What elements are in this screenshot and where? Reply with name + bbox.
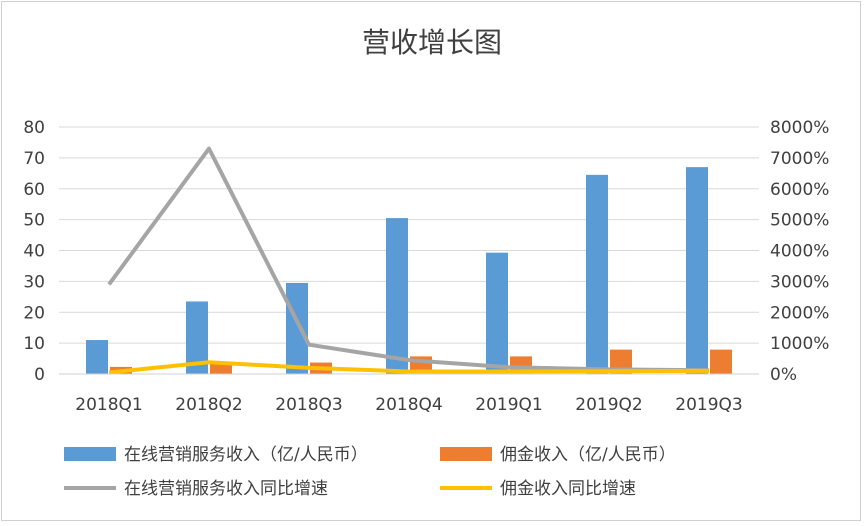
y-left-tick-label: 80	[23, 118, 45, 138]
line-series	[107, 146, 710, 375]
y-left-tick-label: 20	[23, 303, 45, 323]
bar	[210, 363, 232, 374]
legend-label: 佣金收入（亿/人民币）	[500, 445, 676, 465]
y-left-tick-label: 70	[23, 149, 45, 169]
y-right-tick-label: 0%	[770, 365, 797, 385]
legend-label: 佣金收入同比增速	[500, 479, 636, 499]
bar	[86, 340, 108, 374]
y-right-tick-label: 1000%	[770, 334, 829, 354]
bar	[586, 174, 608, 374]
y-left-tick-label: 30	[23, 272, 45, 292]
y-right-tick-label: 7000%	[770, 149, 829, 169]
bar	[186, 301, 208, 374]
y-left-tick-label: 0	[34, 365, 45, 385]
legend-swatch	[440, 447, 492, 461]
x-axis-ticks: 2018Q1 2018Q2 2018Q3 2018Q4 2019Q1 2019Q2 2019…	[75, 395, 742, 415]
x-tick-label: 2018Q3	[275, 395, 342, 415]
legend-swatch	[64, 447, 116, 461]
y-right-tick-label: 4000%	[770, 242, 829, 262]
legend-label: 在线营销服务收入同比增速	[124, 479, 328, 499]
bar	[686, 167, 708, 374]
bar	[286, 282, 308, 374]
bar	[386, 218, 408, 374]
gridlines	[59, 126, 759, 344]
y-left-tick-label: 50	[23, 211, 45, 231]
y-left-tick-label: 10	[23, 334, 45, 354]
y-right-tick-label: 5000%	[770, 211, 829, 231]
x-tick-label: 2018Q4	[375, 395, 442, 415]
bar	[486, 252, 508, 374]
y-right-tick-label: 8000%	[770, 118, 829, 138]
y-right-tick-label: 2000%	[770, 303, 829, 323]
x-tick-label: 2018Q1	[75, 395, 142, 415]
x-tick-label: 2019Q1	[475, 395, 542, 415]
bar	[710, 349, 732, 374]
legend-label: 在线营销服务收入（亿/人民币）	[124, 445, 368, 465]
y-right-tick-label: 6000%	[770, 180, 829, 200]
x-tick-label: 2018Q2	[175, 395, 242, 415]
legend: 在线营销服务收入（亿/人民币） 佣金收入（亿/人民币） 在线营销服务收入同比增速 佣金…	[64, 445, 676, 499]
y-right-tick-label: 3000%	[770, 272, 829, 292]
series-line	[108, 360, 710, 375]
x-tick-label: 2019Q2	[575, 395, 642, 415]
y-left-tick-label: 40	[23, 242, 45, 262]
left-axis-ticks: 0 10 20 30 40 50 60 70 80	[23, 118, 45, 385]
x-tick-label: 2019Q3	[675, 395, 742, 415]
chart-title: 营收增长图	[362, 26, 502, 59]
bar-series	[86, 167, 732, 374]
y-left-tick-label: 60	[23, 180, 45, 200]
right-axis-ticks: 0% 1000% 2000% 3000% 4000% 5000% 6000% 7000% 800…	[770, 118, 829, 385]
